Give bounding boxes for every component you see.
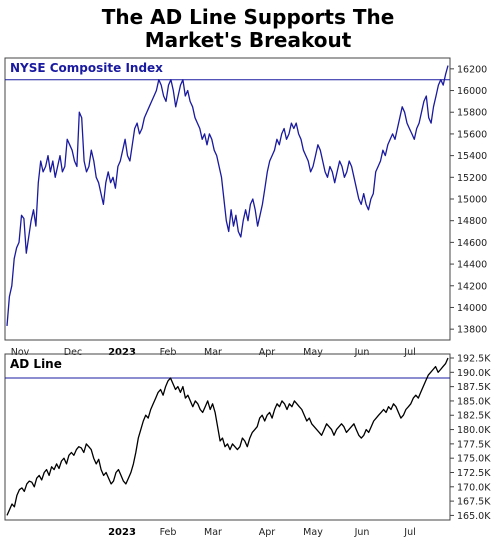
nyse-panel-title: NYSE Composite Index [10, 61, 163, 75]
ad-series-line [6, 357, 449, 516]
ad-x-tick-label: 2023 [108, 527, 136, 538]
ad-y-tick-label: 192.5K [457, 354, 491, 365]
ad-x-tick-label: Mar [204, 527, 222, 538]
chart-title-line1: The AD Line Supports The [101, 5, 395, 29]
ad-y-tick-label: 177.5K [457, 439, 491, 450]
ad-y-tick-label: 175.0K [457, 454, 491, 465]
nyse-x-tick-label: Mar [204, 347, 222, 358]
ad-plot-frame [4, 353, 451, 521]
nyse-x-tick-label: Apr [259, 347, 276, 358]
ad-y-tick-label: 165.0K [457, 511, 491, 522]
ad-title-bg [6, 355, 71, 372]
nyse-y-tick-label: 16200 [457, 64, 487, 75]
nyse-x-tick-label: Feb [160, 347, 177, 358]
ad-x-tick-label: Apr [259, 527, 276, 538]
nyse-x-tick-label: May [303, 347, 323, 358]
nyse-y-tick-label: 15200 [457, 173, 487, 184]
nyse-y-tick-label: 14200 [457, 281, 487, 292]
ad-x-tick-label: Jul [403, 527, 415, 538]
nyse-series-line [6, 65, 449, 326]
nyse-y-tick-label: 13800 [457, 325, 487, 336]
nyse-y-tick-label: 15000 [457, 195, 487, 206]
nyse-y-tick-label: 15800 [457, 108, 487, 119]
nyse-x-tick-label: Nov [11, 347, 30, 358]
ad-y-tick-label: 182.5K [457, 411, 491, 422]
nyse-x-tick-label: Dec [64, 347, 82, 358]
ad-y-tick-label: 185.0K [457, 396, 491, 407]
ad-y-tick-label: 170.0K [457, 482, 491, 493]
ad-y-tick-label: 190.0K [457, 368, 491, 379]
ad-x-tick-label: May [303, 527, 323, 538]
chart-title-line2: Market's Breakout [144, 28, 352, 52]
nyse-x-tick-label: Jun [354, 347, 370, 358]
ad-x-tick-label: Feb [160, 527, 177, 538]
ad-y-tick-label: 172.5K [457, 468, 491, 479]
ad-y-tick-label: 187.5K [457, 382, 491, 393]
nyse-y-tick-label: 14800 [457, 216, 487, 227]
nyse-plot-frame [4, 57, 451, 341]
nyse-y-tick-label: 14400 [457, 260, 487, 271]
nyse-y-tick-label: 15600 [457, 129, 487, 140]
ad-x-tick-label: Jun [354, 527, 370, 538]
ad-panel-title: AD Line [10, 357, 62, 371]
nyse-y-tick-label: 15400 [457, 151, 487, 162]
nyse-y-tick-label: 14000 [457, 303, 487, 314]
chart-title: The AD Line Supports The Market's Breako… [0, 6, 496, 52]
nyse-y-tick-label: 14600 [457, 238, 487, 249]
nyse-x-tick-label: 2023 [108, 347, 136, 358]
ad-y-tick-label: 180.0K [457, 425, 491, 436]
nyse-x-tick-label: Jul [403, 347, 415, 358]
ad-y-tick-label: 167.5K [457, 497, 491, 508]
nyse-title-bg [6, 59, 166, 76]
nyse-y-tick-label: 16000 [457, 86, 487, 97]
